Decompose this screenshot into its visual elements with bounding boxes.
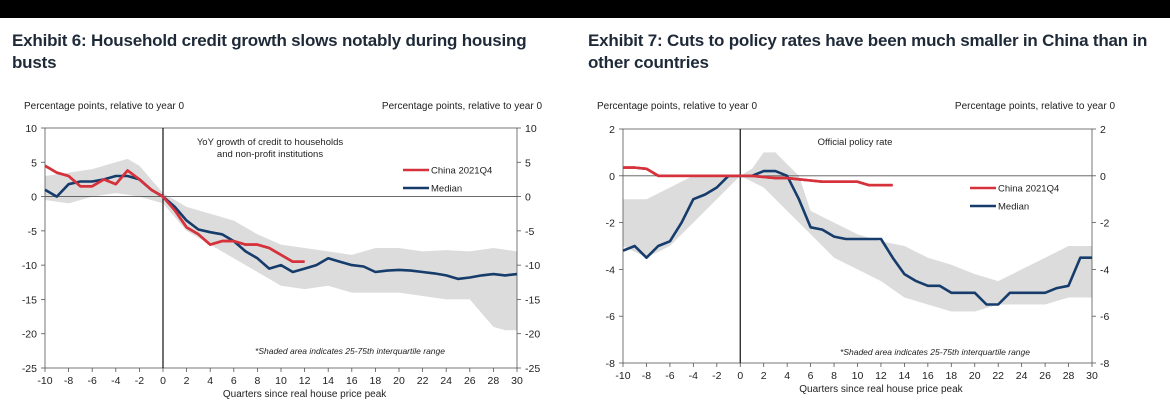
x-tick-label: 8 (831, 370, 837, 382)
x-tick-label: 28 (488, 375, 500, 387)
legend-label: China 2021Q4 (998, 184, 1059, 195)
y-tick-label-left: -2 (606, 218, 615, 230)
x-tick-label: 16 (922, 370, 934, 382)
x-tick-label: -2 (712, 370, 721, 382)
y-tick-label-right: -20 (525, 329, 540, 341)
median-line (622, 169, 1092, 306)
y-tick-label-right: -4 (1100, 264, 1109, 276)
y-tick-label-right: -6 (1100, 311, 1109, 323)
x-tick-label: 18 (370, 375, 382, 387)
y-tick-label-right: 2 (1100, 124, 1106, 136)
x-tick-label: 20 (393, 375, 405, 387)
legend-label: China 2021Q4 (431, 166, 492, 177)
x-tick-label: 10 (275, 375, 287, 387)
x-tick-label: -6 (665, 370, 674, 382)
y-tick-label-left: -25 (22, 363, 37, 375)
y-tick-label-left: -15 (22, 294, 37, 306)
x-tick-label: -10 (615, 370, 630, 382)
x-tick-label: 26 (464, 375, 476, 387)
y-tick-label-right: 10 (525, 123, 537, 135)
y-tick-label-left: 0 (31, 192, 37, 204)
x-tick-label: 6 (808, 370, 814, 382)
y-axis-label-right: Percentage points, relative to year 0 (955, 101, 1116, 112)
x-tick-label: 24 (1016, 370, 1028, 382)
x-tick-label: 4 (784, 370, 790, 382)
chart-title: Exhibit 6: Household credit growth slows… (12, 31, 527, 72)
exhibit-7-chart: Percentage points, relative to year 0 Per… (597, 101, 1116, 395)
x-tick-label: 22 (417, 375, 429, 387)
y-tick-label-left: 0 (609, 171, 615, 183)
y-tick-label-right: 0 (1100, 171, 1106, 183)
x-tick-label: 30 (1086, 370, 1098, 382)
x-axis-label: Quarters since real house price peak (799, 384, 963, 395)
legend-label: Median (431, 184, 462, 195)
interquartile-note: *Shaded area indicates 25-75th interquar… (840, 347, 1030, 357)
x-tick-label: 6 (231, 375, 237, 387)
y-tick-label-left: 2 (609, 124, 615, 136)
china-2021q4-line-top (44, 164, 305, 263)
chart-annotation-line: YoY growth of credit to households (197, 137, 344, 148)
x-tick-label: -2 (135, 375, 144, 387)
y-tick-label-left: -5 (28, 226, 37, 238)
x-tick-label: 14 (899, 370, 911, 382)
y-tick-label-left: -20 (22, 329, 37, 341)
x-tick-label: -4 (111, 375, 120, 387)
x-tick-label: 18 (945, 370, 957, 382)
y-axis-label-right: Percentage points, relative to year 0 (382, 101, 543, 112)
y-tick-label-left: -10 (22, 260, 37, 272)
x-tick-label: 2 (761, 370, 767, 382)
x-tick-label: 12 (299, 375, 311, 387)
x-tick-label: 30 (511, 375, 523, 387)
x-tick-label: -6 (88, 375, 97, 387)
top-bar-left (0, 0, 555, 18)
y-tick-label-right: -2 (1100, 218, 1109, 230)
x-tick-label: -8 (642, 370, 651, 382)
y-tick-label-right: 5 (525, 157, 531, 169)
x-tick-label: 14 (322, 375, 334, 387)
x-tick-label: 28 (1063, 370, 1075, 382)
top-black-bar (0, 0, 1170, 18)
exhibit-7-panel: Exhibit 7: Cuts to policy rates have bee… (580, 18, 1170, 405)
x-tick-label: 20 (969, 370, 981, 382)
interquartile-band (623, 152, 1092, 312)
x-tick-label: 26 (1039, 370, 1051, 382)
china-2021q4-line-top (623, 166, 893, 187)
y-tick-label-left: -4 (606, 264, 615, 276)
x-tick-label: 22 (992, 370, 1004, 382)
x-tick-label: 2 (184, 375, 190, 387)
interquartile-note: *Shaded area indicates 25-75th interquar… (255, 346, 445, 356)
exhibit-6-panel: Exhibit 6: Household credit growth slows… (0, 18, 560, 405)
y-tick-label-left: -6 (606, 311, 615, 323)
y-tick-label-right: -8 (1100, 358, 1109, 370)
y-tick-label-left: -8 (606, 358, 615, 370)
x-tick-label: -10 (37, 375, 52, 387)
x-axis-label: Quarters since real house price peak (223, 389, 387, 400)
x-tick-label: -4 (689, 370, 698, 382)
y-tick-label-right: -15 (525, 294, 540, 306)
x-tick-label: 16 (346, 375, 358, 387)
y-tick-label-right: 0 (525, 192, 531, 204)
y-tick-label-left: 10 (25, 123, 37, 135)
chart-annotation-line: Official policy rate (818, 137, 893, 148)
legend-label: Median (998, 202, 1029, 213)
x-tick-label: 12 (875, 370, 887, 382)
exhibit-6-chart: Percentage points, relative to year 0 Per… (22, 101, 543, 400)
x-tick-label: 0 (737, 370, 743, 382)
chart-annotation-line: and non-profit institutions (217, 149, 323, 160)
y-tick-label-right: -25 (525, 363, 540, 375)
x-tick-label: 0 (160, 375, 166, 387)
y-tick-label-right: -10 (525, 260, 540, 272)
y-tick-label-left: 5 (31, 157, 37, 169)
x-tick-label: 4 (207, 375, 213, 387)
y-axis-label-left: Percentage points, relative to year 0 (597, 101, 758, 112)
x-tick-label: -8 (64, 375, 73, 387)
x-tick-label: 10 (852, 370, 864, 382)
y-axis-label-left: Percentage points, relative to year 0 (24, 101, 185, 112)
x-tick-label: 24 (440, 375, 452, 387)
chart-title: Exhibit 7: Cuts to policy rates have bee… (588, 31, 1148, 72)
y-tick-label-right: -5 (525, 226, 534, 238)
x-tick-label: 8 (254, 375, 260, 387)
